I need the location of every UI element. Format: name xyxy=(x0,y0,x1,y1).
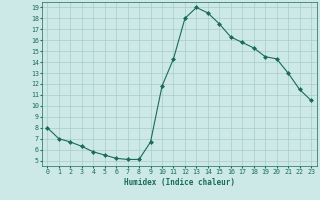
X-axis label: Humidex (Indice chaleur): Humidex (Indice chaleur) xyxy=(124,178,235,187)
